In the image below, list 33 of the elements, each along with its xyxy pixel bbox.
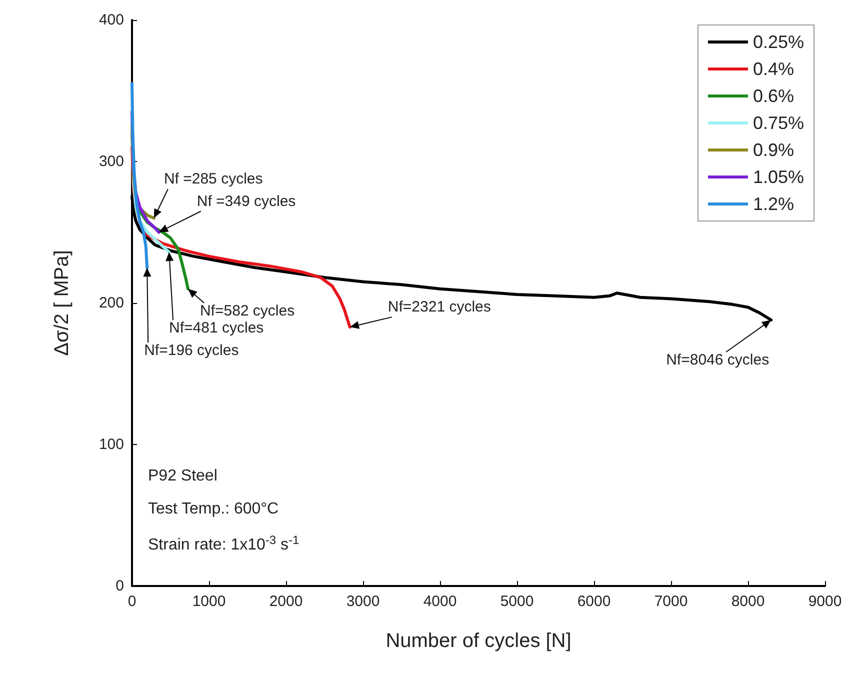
annotation: Nf =349 cycles <box>196 192 296 210</box>
y-tick-label: 200 <box>98 294 124 312</box>
legend-label: 0.4% <box>752 59 794 79</box>
x-tick-label: 4000 <box>423 593 457 610</box>
x-tick-label: 0 <box>128 593 136 610</box>
x-tick-label: 1000 <box>192 593 226 610</box>
annotation: P92 Steel <box>148 468 218 484</box>
annotation: Nf=481 cycles <box>169 320 264 337</box>
legend-label: 0.75% <box>752 113 804 133</box>
legend-label: 1.2% <box>752 194 794 214</box>
x-tick-label: 3000 <box>346 593 380 610</box>
annotation: Nf=582 cycles <box>200 302 295 320</box>
y-tick-label: 300 <box>98 153 124 170</box>
y-tick-label: 0 <box>116 578 124 594</box>
legend-label: 1.05% <box>752 167 804 187</box>
legend-label: 0.9% <box>752 140 794 160</box>
x-axis-title: Number of cycles [N] <box>386 630 572 652</box>
y-tick-label: 100 <box>98 436 124 453</box>
x-tick-label: 9000 <box>808 593 842 610</box>
y-axis-title: Δσ/2 [ MPa] <box>51 250 73 356</box>
x-tick-label: 2000 <box>269 593 303 610</box>
annotation: Nf=8046 cycles <box>666 351 770 368</box>
annotation: Nf=2321 cycles <box>388 298 491 316</box>
x-tick-label: 8000 <box>731 593 765 610</box>
x-tick-label: 6000 <box>577 593 611 610</box>
y-tick-label: 400 <box>98 12 124 28</box>
legend-label: 0.25% <box>752 32 804 52</box>
legend-label: 0.6% <box>752 86 794 106</box>
annotation: Nf=196 cycles <box>144 342 239 360</box>
annotation: Test Temp.: 600°C <box>148 500 279 518</box>
x-tick-label: 5000 <box>500 593 534 610</box>
x-tick-label: 7000 <box>654 593 688 610</box>
annotation: Nf =285 cycles <box>164 170 263 188</box>
